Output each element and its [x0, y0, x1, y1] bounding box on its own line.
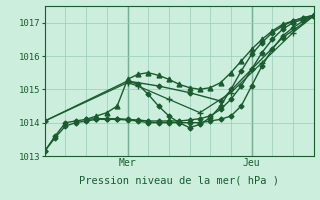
X-axis label: Pression niveau de la mer( hPa ): Pression niveau de la mer( hPa )	[79, 175, 279, 185]
Text: Mer: Mer	[119, 158, 136, 168]
Text: Jeu: Jeu	[243, 158, 260, 168]
